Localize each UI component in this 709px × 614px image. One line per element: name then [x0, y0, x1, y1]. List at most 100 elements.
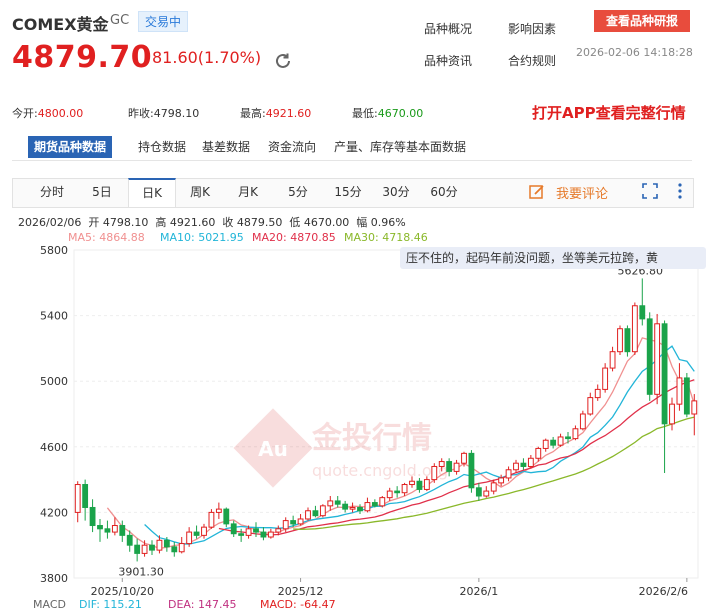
tab-positions[interactable]: 持仓数据 — [138, 140, 187, 154]
stat-high: 最高:4921.60 — [240, 105, 311, 121]
candle-body — [446, 461, 453, 472]
candle-body — [565, 436, 571, 440]
link-contract-rules[interactable]: 合约规则 — [508, 54, 557, 68]
research-report-button[interactable]: 查看品种研报 — [594, 10, 690, 32]
tab-fund-flow[interactable]: 资金流向 — [268, 140, 317, 154]
x-tick-label: 2025/12 — [278, 585, 324, 598]
candle-body — [371, 502, 378, 507]
candle-body — [275, 528, 282, 533]
tab-fundamentals[interactable]: 产量、库存等基本面数据 — [334, 140, 467, 154]
legend-ma5: MA5: 4864.88 — [68, 231, 145, 244]
candle-body — [327, 500, 334, 507]
candle-body — [453, 462, 460, 472]
candle-body — [423, 479, 430, 490]
ma-line-ma30 — [293, 416, 695, 530]
plot-frame — [73, 249, 699, 579]
candle-body — [238, 533, 245, 536]
macd-label: MACD — [33, 598, 66, 611]
ktab-5day[interactable]: 5日 — [92, 185, 112, 199]
candle-body — [230, 523, 237, 535]
kline-toolbar — [12, 178, 694, 208]
watermark-logo-text: Au — [258, 437, 288, 461]
candle-body — [178, 543, 185, 553]
candle-body — [149, 544, 155, 551]
candle-body — [186, 531, 193, 545]
watermark-text: 金投行情 — [311, 421, 432, 456]
link-factors[interactable]: 影响因素 — [508, 22, 557, 36]
trading-status-badge: 交易中 — [138, 11, 189, 32]
tab-basis[interactable]: 基差数据 — [202, 140, 251, 154]
more-menu-icon[interactable] — [676, 182, 684, 200]
candle-body — [126, 534, 133, 546]
macd-dea: DEA: 147.45 — [168, 598, 237, 611]
candle-body — [490, 482, 497, 492]
news-ticker[interactable]: 压不住的，起码年前没问题，坐等美元拉跨，黄 — [400, 247, 706, 269]
quote-timestamp: 2026-02-06 14:18:28 — [576, 46, 693, 59]
refresh-icon[interactable] — [272, 50, 294, 72]
candle-body — [483, 490, 490, 497]
tab-futures-data[interactable]: 期货品种数据 — [28, 136, 113, 158]
candle-body — [394, 490, 401, 494]
instrument-code: GC — [110, 13, 130, 28]
ktab-5min[interactable]: 5分 — [288, 185, 308, 199]
candle-body — [82, 484, 89, 508]
y-tick-label: 3800 — [40, 572, 68, 585]
candle-body — [661, 323, 668, 425]
stat-low-value: 4670.00 — [377, 107, 424, 120]
candle-body — [587, 397, 594, 415]
candle-body — [535, 447, 542, 459]
candle-body — [498, 477, 505, 484]
candle-body — [431, 465, 438, 481]
candle-body — [342, 503, 349, 510]
candle-body — [542, 439, 549, 449]
candle-body — [654, 323, 661, 395]
candle-body — [215, 508, 222, 513]
candle-body — [319, 505, 326, 517]
candle-body — [602, 367, 609, 390]
link-news[interactable]: 品种资讯 — [424, 54, 473, 68]
comment-button[interactable]: 我要评论 — [556, 187, 609, 202]
x-tick-label: 2026/1 — [460, 585, 499, 598]
candle-body — [349, 506, 356, 510]
candle-body — [505, 469, 512, 479]
candle-body — [208, 511, 215, 528]
macd-dif: DIF: 115.21 — [79, 598, 142, 611]
stat-prev-label: 昨收: — [128, 107, 154, 120]
open-app-banner[interactable]: 打开APP查看完整行情 — [532, 104, 686, 122]
stat-high-label: 最高: — [240, 107, 266, 120]
candle-body — [594, 388, 601, 399]
candle-body — [572, 428, 579, 440]
candle-body — [639, 305, 646, 320]
candle-body — [357, 506, 363, 512]
candle-body — [468, 452, 475, 489]
min-price-label: 3901.30 — [118, 565, 164, 578]
y-tick-label: 4600 — [40, 441, 68, 454]
kline-chart[interactable]: 5800 5400 5000 4600 4200 3800 Au 金投行情 quote.cngo… — [0, 240, 709, 614]
fullscreen-icon[interactable] — [642, 183, 658, 199]
ktab-intraday[interactable]: 分时 — [39, 185, 64, 199]
ktab-15min[interactable]: 15分 — [334, 185, 362, 199]
candle-body — [527, 457, 534, 467]
candle-body — [282, 520, 289, 530]
candle-body — [290, 520, 297, 525]
candle-body — [617, 328, 623, 353]
candle-body — [550, 439, 557, 446]
candle-body — [334, 500, 341, 505]
y-tick-label: 5400 — [40, 310, 68, 323]
stat-open-value: 4800.00 — [37, 107, 84, 120]
edit-comment-icon[interactable] — [528, 183, 546, 201]
ktab-60min[interactable]: 60分 — [430, 185, 458, 199]
link-overview[interactable]: 品种概况 — [424, 22, 473, 36]
ktab-monthly[interactable]: 月K — [238, 185, 258, 199]
ktab-weekly[interactable]: 周K — [190, 185, 210, 199]
candle-body — [245, 528, 252, 536]
watermark: Au 金投行情 quote.cngold.org — [233, 408, 448, 488]
candle-body — [683, 377, 690, 415]
ktab-30min[interactable]: 30分 — [382, 185, 410, 199]
ktab-daily[interactable]: 日K — [128, 178, 176, 207]
candle-body — [401, 484, 408, 494]
stat-low-label: 最低: — [352, 107, 378, 120]
y-tick-label: 5800 — [40, 244, 68, 257]
stat-prev-close: 昨收:4798.10 — [128, 105, 199, 121]
candle-body — [646, 318, 653, 395]
